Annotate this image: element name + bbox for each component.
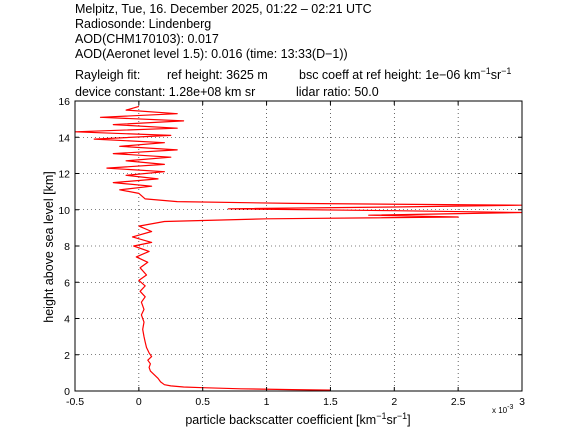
x-tick-label: 3: [519, 396, 525, 408]
lidar-ratio-text: lidar ratio: 50.0: [296, 85, 379, 99]
y-tick-label: 4: [64, 314, 70, 326]
x-axis-label: particle backscatter coefficient [km−1sr…: [185, 411, 410, 427]
x-tick-label: -0.5: [66, 396, 84, 408]
grid-lines: [75, 101, 522, 391]
header-line-aod-chm: AOD(CHM170103): 0.017: [75, 32, 219, 46]
backscatter-profile-line: [75, 105, 522, 391]
y-axis: 0 2 4 6 8 10 12 14 16: [58, 96, 522, 398]
x-tick-label: 2.5: [451, 396, 466, 408]
device-constant-text: device constant: 1.28e+08 km sr: [75, 85, 255, 99]
header-line-title: Melpitz, Tue, 16. December 2025, 01:22 –…: [75, 2, 372, 16]
y-tick-label: 12: [58, 169, 70, 181]
x-label-exp1: −1: [376, 411, 386, 421]
bsc-coeff-prefix: bsc coeff at ref height: 1e−06 km: [299, 68, 480, 82]
x-label-end: ]: [407, 413, 410, 427]
x-tick-label: 0: [136, 396, 142, 408]
x-tick-label: 1.5: [323, 396, 338, 408]
x-label-exp2: −1: [397, 411, 407, 421]
x-tick-label: 1: [264, 396, 270, 408]
y-tick-label: 10: [58, 205, 70, 217]
x-scale-exponent: -3: [507, 404, 513, 411]
x-axis: -0.5 0 0.5 1 1.5 2 2.5 3: [66, 101, 525, 408]
bsc-coeff-mid: sr: [491, 68, 501, 82]
header-line-aod-aeronet: AOD(Aeronet level 1.5): 0.016 (time: 13:…: [75, 47, 348, 61]
x-label-main: particle backscatter coefficient [km: [185, 413, 376, 427]
y-tick-label: 2: [64, 350, 70, 362]
x-label-mid: sr: [386, 413, 396, 427]
bsc-coeff-exp1: −1: [480, 66, 490, 76]
ref-height-text: ref height: 3625 m: [167, 68, 268, 82]
rayleigh-fit-label: Rayleigh fit:: [75, 68, 140, 82]
y-tick-label: 0: [64, 386, 70, 398]
x-scale-base: x 10: [492, 406, 508, 415]
series-layer: [75, 105, 522, 391]
y-tick-label: 8: [64, 241, 70, 253]
y-axis-label: height above sea level [km]: [42, 171, 56, 322]
bsc-coeff-exp2: −1: [501, 66, 511, 76]
bsc-coeff-text: bsc coeff at ref height: 1e−06 km−1sr−1: [299, 66, 511, 82]
x-tick-label: 2: [391, 396, 397, 408]
y-tick-label: 16: [58, 96, 70, 108]
header-line-radiosonde: Radiosonde: Lindenberg: [75, 17, 211, 31]
x-scale-factor: x 10-3: [492, 404, 513, 415]
y-tick-label: 6: [64, 277, 70, 289]
x-tick-label: 0.5: [195, 396, 210, 408]
y-tick-label: 14: [58, 132, 70, 144]
